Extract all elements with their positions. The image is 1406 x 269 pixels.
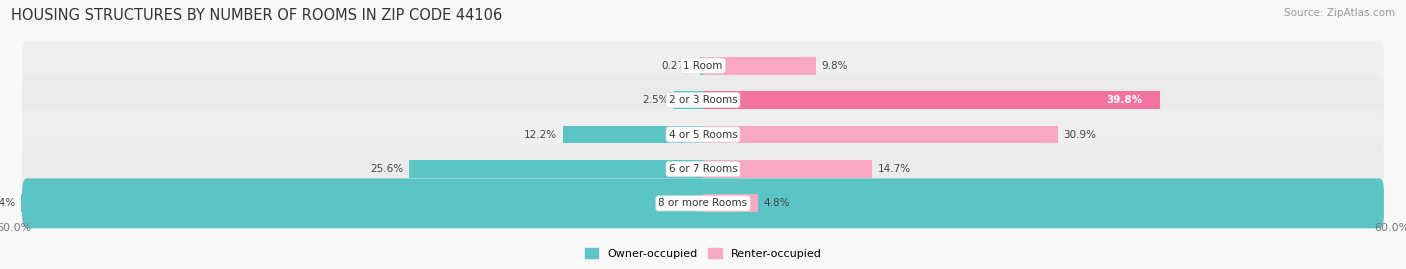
Text: 0.27%: 0.27% <box>661 61 695 71</box>
Text: 9.8%: 9.8% <box>821 61 848 71</box>
Bar <box>675 91 703 109</box>
FancyBboxPatch shape <box>22 178 1384 228</box>
Bar <box>700 57 703 75</box>
Text: 59.4%: 59.4% <box>0 198 15 208</box>
Bar <box>703 160 872 178</box>
Text: 4 or 5 Rooms: 4 or 5 Rooms <box>669 129 737 140</box>
Text: 25.6%: 25.6% <box>370 164 404 174</box>
Text: 4.8%: 4.8% <box>763 198 790 208</box>
Text: 14.7%: 14.7% <box>877 164 911 174</box>
Text: 2.5%: 2.5% <box>643 95 669 105</box>
Bar <box>21 194 703 212</box>
FancyBboxPatch shape <box>22 109 1384 160</box>
Text: 2 or 3 Rooms: 2 or 3 Rooms <box>669 95 737 105</box>
Text: 1 Room: 1 Room <box>683 61 723 71</box>
Bar <box>703 57 815 75</box>
Legend: Owner-occupied, Renter-occupied: Owner-occupied, Renter-occupied <box>581 244 825 263</box>
FancyBboxPatch shape <box>22 75 1384 125</box>
Text: 30.9%: 30.9% <box>1063 129 1097 140</box>
Text: 8 or more Rooms: 8 or more Rooms <box>658 198 748 208</box>
Text: 39.8%: 39.8% <box>1107 95 1143 105</box>
Bar <box>703 126 1057 143</box>
FancyBboxPatch shape <box>22 144 1384 194</box>
Bar <box>703 194 758 212</box>
Bar <box>703 91 1160 109</box>
Text: Source: ZipAtlas.com: Source: ZipAtlas.com <box>1284 8 1395 18</box>
Text: 12.2%: 12.2% <box>524 129 557 140</box>
Text: HOUSING STRUCTURES BY NUMBER OF ROOMS IN ZIP CODE 44106: HOUSING STRUCTURES BY NUMBER OF ROOMS IN… <box>11 8 502 23</box>
FancyBboxPatch shape <box>22 41 1384 91</box>
Text: 6 or 7 Rooms: 6 or 7 Rooms <box>669 164 737 174</box>
Bar <box>562 126 703 143</box>
Bar <box>409 160 703 178</box>
